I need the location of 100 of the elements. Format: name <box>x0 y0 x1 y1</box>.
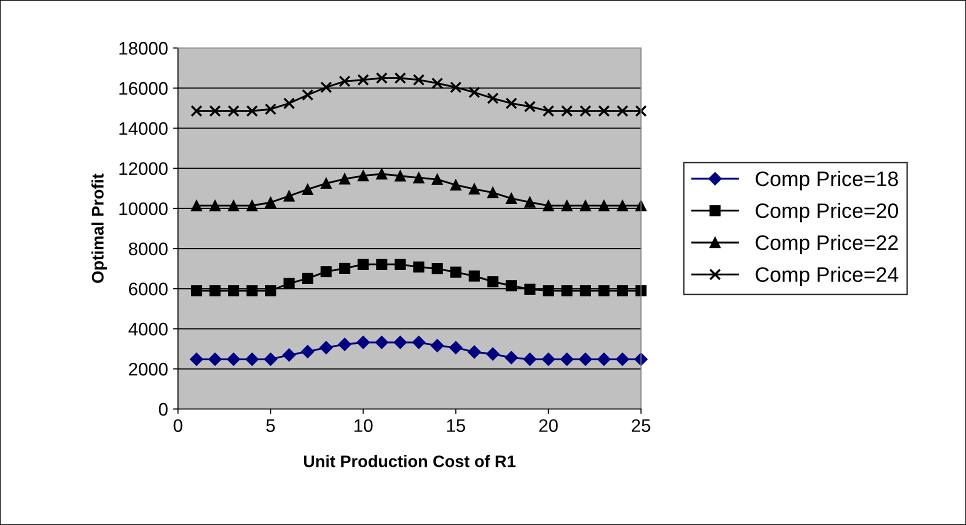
point <box>228 285 240 296</box>
x-tick-label: 25 <box>632 419 650 432</box>
legend-label: Comp Price=22 <box>756 234 898 254</box>
point <box>578 352 592 366</box>
point <box>487 187 498 198</box>
x-tick-label: 5 <box>266 419 275 432</box>
point <box>208 352 222 366</box>
point <box>413 172 424 184</box>
point <box>284 190 295 202</box>
point <box>358 258 369 270</box>
point <box>376 72 388 84</box>
x-tick-label: 0 <box>174 419 182 432</box>
point <box>468 86 480 98</box>
point <box>246 105 258 117</box>
point <box>320 81 332 94</box>
point <box>209 285 221 296</box>
point <box>430 339 444 352</box>
y-tick-label: 18000 <box>119 42 168 55</box>
y-tick-label: 2000 <box>129 362 168 376</box>
point <box>616 200 628 212</box>
point <box>616 285 628 296</box>
point <box>580 285 591 296</box>
point <box>265 285 276 296</box>
point <box>486 347 500 361</box>
point <box>190 352 204 366</box>
y-axis-title: Optimal Profit <box>91 174 107 283</box>
point <box>598 105 610 117</box>
point <box>542 105 554 117</box>
point <box>598 285 610 296</box>
point <box>228 105 240 117</box>
point <box>450 81 462 94</box>
x-axis-title: Unit Production Cost of R1 <box>304 455 516 468</box>
point <box>228 200 240 212</box>
point <box>450 266 462 278</box>
point <box>431 77 444 90</box>
point <box>376 258 388 270</box>
point <box>190 105 202 117</box>
point <box>226 352 240 366</box>
point <box>432 174 443 185</box>
point <box>302 184 314 195</box>
point <box>394 336 407 350</box>
point <box>634 352 648 366</box>
point <box>635 105 647 117</box>
point <box>190 200 202 212</box>
point <box>338 338 352 352</box>
point <box>394 258 406 270</box>
point <box>580 105 592 117</box>
point <box>358 170 369 182</box>
point <box>412 74 425 86</box>
point <box>468 270 480 282</box>
y-tick-label: 6000 <box>129 282 168 296</box>
y-tick-label: 8000 <box>128 242 168 256</box>
point <box>616 105 628 117</box>
point <box>376 168 388 180</box>
point <box>246 285 258 296</box>
point <box>449 341 462 354</box>
point <box>486 92 499 104</box>
point <box>524 284 536 295</box>
point <box>339 262 350 274</box>
point <box>394 170 406 182</box>
point <box>357 74 370 86</box>
point <box>246 200 258 212</box>
point <box>301 345 314 358</box>
point <box>561 105 573 117</box>
point <box>506 280 517 292</box>
y-tick-label: 12000 <box>119 162 168 176</box>
point <box>432 263 443 274</box>
point <box>468 183 480 195</box>
point <box>245 352 259 366</box>
point <box>560 352 574 366</box>
point <box>523 352 536 366</box>
y-tick-label: 16000 <box>119 82 168 95</box>
point <box>598 200 610 212</box>
point <box>524 100 536 112</box>
point <box>320 266 332 278</box>
point <box>412 336 426 350</box>
point <box>209 105 221 117</box>
y-tick-label: 4000 <box>128 322 168 336</box>
point <box>356 336 370 350</box>
point <box>264 352 278 366</box>
point <box>282 348 296 362</box>
point <box>506 192 517 204</box>
point <box>487 276 498 288</box>
y-tick-label: 0 <box>158 402 168 416</box>
point <box>504 351 518 364</box>
point <box>635 285 647 296</box>
point <box>413 261 424 273</box>
point <box>561 200 572 212</box>
y-tick-label: 10000 <box>119 202 168 216</box>
point <box>542 285 554 296</box>
y-tick-label: 14000 <box>119 122 168 135</box>
point <box>450 179 462 191</box>
point <box>302 89 314 101</box>
x-tick-label: 15 <box>447 419 466 432</box>
point <box>264 103 277 116</box>
legend-label: Comp Price=24 <box>756 266 898 286</box>
point <box>320 341 333 354</box>
legend-label: Comp Price=18 <box>756 170 898 190</box>
point <box>542 352 555 366</box>
point <box>265 196 276 208</box>
